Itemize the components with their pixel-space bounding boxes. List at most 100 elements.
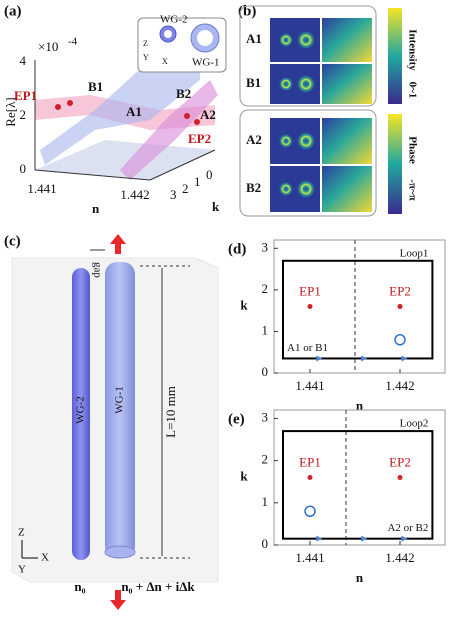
x-label: n [356, 570, 364, 585]
mode [297, 180, 315, 198]
index-label: n₀ [74, 579, 85, 594]
axes-frame [273, 409, 446, 546]
x-label: n [92, 201, 100, 216]
ring-hole [197, 30, 213, 46]
annotation: A2 [200, 107, 216, 122]
path-label: A1 or B1 [287, 342, 328, 354]
y-label: k [240, 297, 248, 312]
ep-point [307, 304, 313, 309]
waveguide-label: WG-1 [114, 386, 126, 414]
path-label: A2 or B2 [387, 522, 428, 534]
loop-label: Loop1 [400, 247, 429, 259]
colorbar-label: Phase [406, 136, 418, 164]
k-label: k [212, 199, 220, 214]
y-tick-label: 0 [262, 364, 269, 379]
y-tick-label: 1 [262, 494, 269, 509]
loop-label: Loop2 [400, 418, 429, 430]
colorbar-range: 0~1 [406, 82, 418, 99]
surface [40, 55, 200, 165]
waveguide-end [104, 545, 136, 559]
z-tick-label: 2 [20, 107, 27, 122]
arrow [110, 590, 126, 610]
annotation: EP1 [14, 88, 37, 103]
exponent-power: -4 [68, 36, 78, 48]
mode [297, 31, 315, 49]
x-tick-label: 1.442 [385, 550, 414, 565]
k-axis [149, 149, 216, 181]
index-label: n₀ + Δn + iΔk [121, 579, 195, 594]
x-tick-label: 1.442 [385, 378, 414, 393]
x-label: n [356, 398, 364, 413]
surface [120, 80, 218, 180]
mode [297, 75, 315, 93]
x-tick-label: 1.441 [27, 181, 56, 196]
direction-arrow [361, 355, 368, 362]
panel-label: (e) [228, 411, 245, 427]
y-label: k [240, 468, 248, 483]
mode [297, 132, 315, 150]
axes-frame [273, 239, 446, 374]
ring-hole [164, 30, 172, 38]
panel-label: (b) [238, 3, 256, 19]
annotation: B2 [176, 86, 191, 101]
x-tick-label: 1.441 [295, 550, 324, 565]
k-tick-label: 0 [206, 167, 213, 182]
length-label: L=10 mm [163, 386, 178, 438]
inset-axis: Z [143, 39, 148, 48]
phase-image [322, 18, 372, 62]
waveguide-label: WG-2 [75, 396, 87, 424]
ep-label: EP1 [299, 454, 321, 469]
y-tick-label: 3 [262, 409, 269, 424]
gap-label: gap [91, 262, 103, 278]
row-label: B2 [246, 180, 261, 195]
annotation: B1 [88, 79, 103, 94]
ep-label: EP1 [299, 283, 321, 298]
direction-arrow [401, 535, 408, 542]
z-label: Re[λ] [3, 97, 18, 126]
phase-image [322, 118, 372, 164]
ep-marker [67, 100, 73, 106]
colorbar-label: Intensity [406, 29, 418, 71]
axis-label: X [41, 552, 49, 564]
loop [282, 430, 434, 540]
ep-point [397, 304, 403, 309]
y-tick-label: 1 [262, 322, 269, 337]
start-point [304, 505, 316, 517]
row-label: A2 [246, 132, 262, 147]
ep-label: EP2 [389, 283, 411, 298]
direction-arrow [401, 355, 408, 362]
y-tick-label: 0 [262, 536, 269, 551]
phase-image [322, 166, 372, 212]
annotation: EP2 [188, 131, 211, 146]
box [239, 5, 377, 107]
axis-label: Y [18, 564, 26, 576]
panel-a: (a) Re[λ] ×10 -4 0 2 4 1.441 1.442 n 3 2… [3, 3, 227, 216]
inset-label: WG-1 [192, 57, 220, 69]
box [239, 109, 377, 217]
ep-label: EP2 [389, 454, 411, 469]
y-tick-label: 3 [262, 239, 269, 254]
inset-axis: X [162, 57, 168, 66]
loop [282, 259, 434, 360]
annotation: A1 [126, 104, 142, 119]
direction-arrow [361, 535, 368, 542]
mode [279, 182, 293, 196]
z-tick-label: 0 [20, 161, 27, 176]
floor [35, 140, 215, 180]
mode [279, 134, 293, 148]
phase-image [322, 64, 372, 104]
mode-images [270, 18, 372, 212]
ep-marker [194, 119, 200, 125]
panel-b: (b) A1 B1 A2 B2 Intensity 0~1 Phase -π~π [238, 3, 418, 217]
direction-arrow [316, 355, 323, 362]
colorbar [388, 114, 402, 214]
panel-c: (c) gap WG-2 WG-1 L=10 mm n₀ n₀ + Δn + i… [4, 233, 219, 610]
mode [279, 77, 293, 91]
start-point [394, 334, 406, 346]
k-tick-label: 3 [170, 187, 177, 202]
x-tick-label: 1.441 [295, 378, 324, 393]
exponent: ×10 [38, 39, 58, 54]
k-tick-label: 2 [182, 181, 189, 196]
ep-point [397, 475, 403, 480]
